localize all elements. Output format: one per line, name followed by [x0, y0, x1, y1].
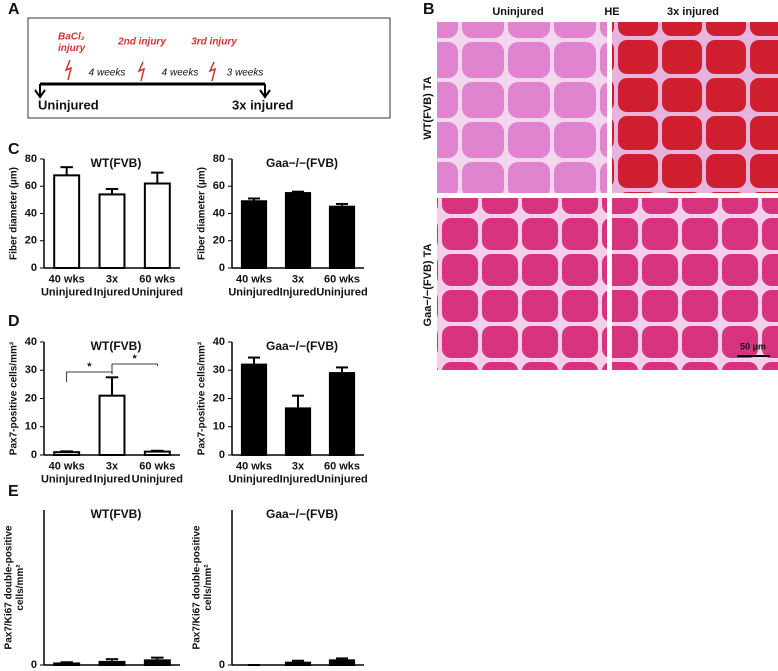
x-tick-label: 60 wks Uninjured [132, 461, 183, 486]
y-tick-label: 60 [213, 180, 225, 192]
y-tick-label: 30 [213, 364, 225, 376]
chart-title: WT(FVB) [91, 507, 142, 521]
y-tick-label: 0 [31, 262, 37, 274]
y-tick-label: 80 [213, 153, 225, 165]
y-tick-label: 30 [25, 364, 37, 376]
y-tick-label: 60 [25, 180, 37, 192]
y-axis-label: Pax7-positive cells/mm² [9, 341, 20, 455]
y-tick-label: 0 [31, 449, 37, 461]
bar [240, 200, 268, 269]
injury-label: BaCl₂ injury [58, 31, 86, 54]
x-tick-label: 3x Injured [280, 274, 317, 299]
significance-label: * [87, 361, 92, 373]
micrograph [437, 198, 607, 370]
x-tick-label: 60 wks Uninjured [316, 274, 367, 299]
y-axis-label: Fiber diameter (µm) [9, 167, 20, 260]
y-tick-label: 10 [213, 421, 225, 433]
injury-label: 2nd injury [117, 37, 166, 48]
panel-label: B [423, 1, 435, 18]
y-tick-label: 20 [213, 392, 225, 404]
y-tick-label: 0 [31, 659, 37, 671]
x-tick-label: 3x Injured [94, 274, 131, 299]
bar [143, 182, 171, 269]
panel-label: E [8, 483, 19, 500]
bar [284, 407, 312, 457]
x-tick-label: 3x Injured [280, 461, 317, 486]
bar [98, 660, 126, 667]
panel-label: C [8, 141, 20, 158]
x-tick-label: 40 wks Uninjured [228, 461, 279, 486]
y-axis-label: Pax7-positive cells/mm² [197, 341, 208, 455]
y-tick-label: 40 [213, 336, 225, 348]
interval-label: 3 weeks [227, 68, 264, 79]
y-tick-label: 10 [25, 421, 37, 433]
bar [328, 372, 356, 457]
chart-title: Gaa−/−(FVB) [266, 339, 338, 353]
y-axis-label: Pax7/Ki67 double-positivecells/mm² [191, 525, 214, 649]
x-tick-label: 60 wks Uninjured [316, 461, 367, 486]
x-tick-label: 40 wks Uninjured [228, 274, 279, 299]
panel-label: D [8, 313, 20, 330]
y-tick-label: 0 [219, 449, 225, 461]
y-axis-label: Fiber diameter (µm) [197, 167, 208, 260]
scale-label: 50 µm [740, 341, 766, 351]
start-label: Uninjured [38, 97, 99, 112]
interval-label: 4 weeks [162, 68, 199, 79]
schema-box [27, 17, 391, 119]
row-header: WT(FVB) TA [422, 76, 434, 139]
column-header: 3x injured [667, 6, 719, 18]
x-tick-label: 40 wks Uninjured [41, 461, 92, 486]
chart-title: WT(FVB) [91, 156, 142, 170]
bar [53, 174, 81, 270]
micrograph [437, 22, 607, 193]
micrograph [612, 198, 778, 370]
bar [98, 193, 126, 269]
bar [240, 363, 268, 457]
timeline-ends [34, 84, 271, 99]
significance-label: * [133, 353, 138, 365]
bar [98, 394, 126, 456]
chart-title: Gaa−/−(FVB) [266, 156, 338, 170]
x-tick-label: 60 wks Uninjured [132, 274, 183, 299]
column-header: HE [604, 6, 619, 18]
bar [53, 662, 81, 667]
bar [143, 659, 171, 666]
column-header: Uninjured [492, 6, 543, 18]
micrograph [612, 22, 778, 193]
y-tick-label: 0 [219, 659, 225, 671]
chart-title: WT(FVB) [91, 339, 142, 353]
bar [143, 450, 171, 456]
bar [328, 659, 356, 666]
row-header: Gaa−/−(FVB) TA [422, 243, 434, 326]
y-tick-label: 20 [25, 235, 37, 247]
injury-label: 3rd injury [191, 37, 237, 48]
y-tick-label: 20 [213, 235, 225, 247]
significance-bracket [66, 371, 113, 382]
bar [284, 192, 312, 269]
x-tick-label: 40 wks Uninjured [41, 274, 92, 299]
y-axis-label: Pax7/Ki67 double-positivecells/mm² [3, 525, 26, 649]
y-tick-label: 40 [213, 207, 225, 219]
x-tick-label: 3x Injured [94, 461, 131, 486]
y-tick-label: 0 [219, 262, 225, 274]
significance-bracket [111, 363, 158, 374]
interval-label: 4 weeks [89, 68, 126, 79]
end-label: 3x injured [232, 97, 293, 112]
bar [328, 205, 356, 269]
panel-label: A [8, 1, 20, 18]
y-tick-label: 40 [25, 207, 37, 219]
bar [284, 661, 312, 666]
y-tick-label: 20 [25, 392, 37, 404]
bar [53, 451, 81, 456]
injury-bolts [64, 59, 217, 82]
y-tick-label: 40 [25, 336, 37, 348]
chart-title: Gaa−/−(FVB) [266, 507, 338, 521]
y-tick-label: 80 [25, 153, 37, 165]
